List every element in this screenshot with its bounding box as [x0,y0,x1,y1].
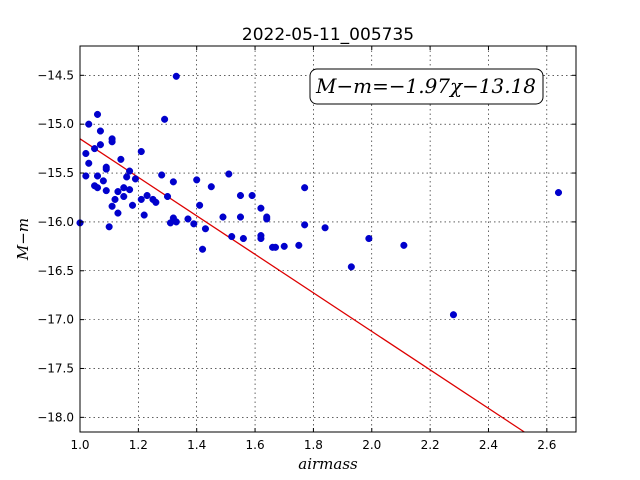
data-point [161,115,169,123]
data-point [102,165,110,173]
data-point [99,177,107,185]
x-tick-label: 2.0 [362,438,381,452]
data-point [201,225,210,233]
y-tick-label: −15.5 [37,166,74,180]
data-point [295,241,303,249]
fit-equation-text: M−m=−1.97χ−13.18 [315,74,536,98]
y-tick-label: −17.5 [37,361,74,375]
data-point [193,176,201,184]
data-point [93,172,102,180]
data-point [96,127,104,135]
data-point [120,192,128,201]
data-point [280,242,288,250]
y-tick-label: −17.0 [37,313,74,327]
y-tick-label: −16.0 [37,215,74,229]
data-point [219,213,227,221]
data-point [236,213,245,221]
data-points [76,72,563,319]
data-point [114,209,122,217]
plot-frame [79,45,577,433]
data-point [248,191,256,200]
data-point [207,183,215,191]
data-point [301,221,309,229]
data-point [321,224,329,232]
data-point [123,173,131,181]
data-point [449,311,458,319]
data-point [263,215,271,223]
data-point [172,72,180,80]
x-axis-label: airmass [298,455,358,473]
data-point [128,201,137,209]
data-point [271,243,280,251]
x-tick-label: 1.0 [70,438,89,452]
data-point [93,184,102,192]
y-tick-label: −18.0 [37,410,74,424]
y-axis-label: M−m [14,218,32,261]
data-point [198,245,207,253]
data-point [137,195,145,203]
data-point [347,263,355,271]
data-point [85,120,93,128]
data-point [365,234,373,243]
x-tick-label: 2.2 [421,438,440,452]
data-point [239,234,247,243]
data-point [82,172,90,180]
data-point [163,192,172,201]
fit-equation-frame [309,68,544,105]
data-point [126,167,134,175]
y-tick-label: −16.5 [37,264,74,278]
data-point [108,202,116,210]
data-point [301,184,309,192]
data-point [93,110,102,118]
x-tick-label: 1.8 [304,438,323,452]
data-point [554,189,563,197]
data-point [96,141,104,149]
data-point [196,201,204,209]
data-point [105,223,113,231]
x-tick-label: 2.6 [537,438,556,452]
data-point [158,171,166,179]
data-point [190,220,198,228]
data-point [228,233,236,241]
data-point [102,187,110,195]
fit-equation-box: M−m=−1.97χ−13.18 [309,68,544,105]
fit-line-group [79,138,525,433]
data-point [169,178,177,186]
data-point [236,191,245,200]
data-point [400,241,408,249]
x-tick-label: 1.6 [246,438,265,452]
data-point [131,175,139,183]
data-point [225,170,233,178]
data-point [143,191,151,200]
data-point [137,147,145,156]
data-point [172,218,180,226]
y-tick-label: −15.0 [37,117,74,131]
fit-line [79,138,525,433]
data-point [257,234,265,243]
data-point [85,159,93,167]
x-tick-label: 1.4 [187,438,206,452]
data-point [184,215,192,223]
y-tick-label: −14.5 [37,68,74,82]
data-point [114,188,122,196]
x-tick-label: 1.2 [129,438,148,452]
data-point [108,138,116,146]
chart-title: 2022-05-11_005735 [242,25,414,45]
data-point [257,204,265,212]
data-point [140,211,148,219]
data-point [126,186,134,194]
data-point [91,145,99,153]
axis-ticks: 1.0 1.2 1.4 1.6 1.8 2.0 2.2 2.4 2.6 −14.5 −15.0 −15… [37,46,576,452]
data-point [152,198,160,206]
x-tick-label: 2.4 [479,438,498,452]
data-point [111,195,119,203]
data-point [82,149,90,158]
data-point [117,155,125,163]
